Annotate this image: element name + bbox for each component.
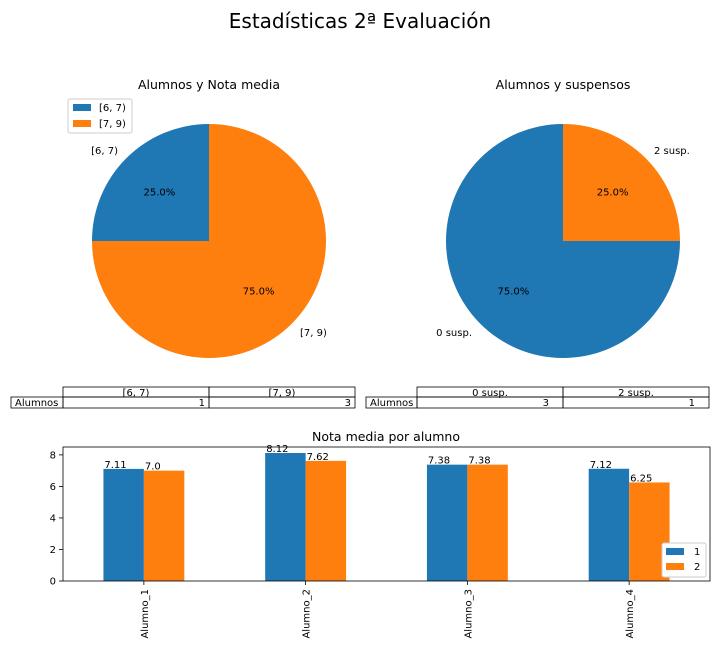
pie1-legend-label-2: [7, 9) — [99, 119, 126, 130]
bar-label-Alumno_2-series-2: 7.62 — [307, 452, 329, 463]
pie1-slices: [6, 7) 25.0% [7, 9) 75.0% — [91, 124, 327, 358]
pie1-slice-1 — [92, 124, 209, 241]
pie1-percent-2: 75.0% — [243, 287, 275, 298]
bar-label-Alumno_3-series-2: 7.38 — [468, 456, 490, 467]
bar-label-Alumno_3-series-1: 7.38 — [428, 456, 450, 467]
bar-chart-title: Nota media por alumno — [312, 429, 460, 444]
x-tick-label-2: Alumno_2 — [302, 589, 313, 639]
table2-value-cell-2 — [562, 396, 710, 409]
bar-legend-swatch-1 — [666, 548, 684, 555]
table1-value-1: 1 — [199, 398, 205, 409]
x-tick-label-1: Alumno_1 — [140, 589, 151, 639]
table1-value-cell-2 — [208, 396, 356, 409]
bar-Alumno_3-series-2 — [467, 464, 508, 581]
bar-chart-nota-media-por-alumno: Nota media por alumno 0 2 4 6 8 7.11 7.0 Alumno… — [50, 429, 711, 639]
bar-label-Alumno_2-series-1: 8.12 — [266, 444, 288, 455]
bar-Alumno_1-series-1 — [103, 468, 144, 581]
pie2-slice-2 — [563, 124, 680, 241]
pie2-label-1: 0 susp. — [436, 328, 472, 339]
bar-legend-swatch-2 — [666, 563, 684, 570]
bar-Alumno_3-series-1 — [426, 464, 468, 581]
y-tick-label-1: 0 — [50, 577, 56, 588]
table-suspensos: 0 susp. 2 susp. Alumnos 3 1 — [365, 386, 710, 409]
table1-header-1: [6, 7) — [123, 388, 150, 399]
pie-chart-suspensos: Alumnos y suspensos 0 susp. 75.0% 2 susp. 2… — [436, 77, 690, 358]
pie1-legend-swatch-2 — [73, 120, 91, 127]
y-tick-label-2: 2 — [50, 545, 56, 556]
table1-value-2: 3 — [345, 398, 351, 409]
pie2-label-2: 2 susp. — [654, 146, 690, 157]
table-nota-media: [6, 7) [7, 9) Alumnos 1 3 — [10, 386, 356, 409]
bar-label-Alumno_1-series-1: 7.11 — [104, 460, 126, 471]
pie1-legend: [6, 7) [7, 9) — [67, 98, 133, 134]
pie1-percent-1: 25.0% — [144, 187, 176, 198]
pie1-title: Alumnos y Nota media — [138, 77, 280, 92]
table1-row-label: Alumnos — [15, 398, 58, 409]
bar-plot: 0 2 4 6 8 7.11 7.0 Alumno_1 8.12 7.62 Alumno_2 7.38… — [50, 444, 670, 639]
table1-header-2: [7, 9) — [269, 388, 296, 399]
pie1-slice-2 — [92, 124, 326, 358]
pie2-percent-2: 25.0% — [597, 187, 629, 198]
pie1-legend-label-1: [6, 7) — [99, 103, 126, 114]
x-tick-label-3: Alumno_3 — [463, 589, 474, 639]
figure-title: Estadísticas 2ª Evaluación — [229, 9, 491, 33]
table2-header-1: 0 susp. — [472, 388, 508, 399]
bar-Alumno_2-series-1 — [265, 452, 306, 581]
table2-value-2: 1 — [689, 398, 695, 409]
bar-Alumno_2-series-2 — [305, 460, 347, 581]
y-tick-label-4: 6 — [50, 482, 56, 493]
pie1-legend-swatch-1 — [73, 104, 91, 111]
bar-label-Alumno_4-series-1: 7.12 — [590, 460, 612, 471]
bar-label-Alumno_4-series-2: 6.25 — [630, 474, 652, 485]
table2-header-2: 2 susp. — [618, 388, 654, 399]
bar-legend-label-1: 1 — [694, 547, 700, 558]
pie1-label-1: [6, 7) — [91, 146, 118, 157]
pie1-label-2: [7, 9) — [300, 328, 327, 339]
y-tick-label-5: 8 — [50, 450, 56, 461]
pie2-title: Alumnos y suspensos — [496, 77, 631, 92]
bar-Alumno_4-series-1 — [588, 468, 630, 581]
y-tick-label-3: 4 — [50, 513, 56, 524]
bar-legend: 1 2 — [661, 542, 707, 578]
pie2-slices: 0 susp. 75.0% 2 susp. 25.0% — [436, 124, 690, 358]
bar-label-Alumno_1-series-2: 7.0 — [145, 462, 161, 473]
bar-Alumno_1-series-2 — [143, 470, 185, 581]
bar-axes-frame — [62, 446, 711, 582]
pie2-percent-1: 75.0% — [498, 287, 530, 298]
table2-value-1: 3 — [543, 398, 549, 409]
pie-chart-nota-media: Alumnos y Nota media [6, 7) 25.0% [7, 9) 75… — [67, 77, 327, 358]
table2-row-label: Alumnos — [370, 398, 413, 409]
bar-legend-label-2: 2 — [694, 562, 700, 573]
x-tick-label-4: Alumno_4 — [625, 589, 636, 639]
